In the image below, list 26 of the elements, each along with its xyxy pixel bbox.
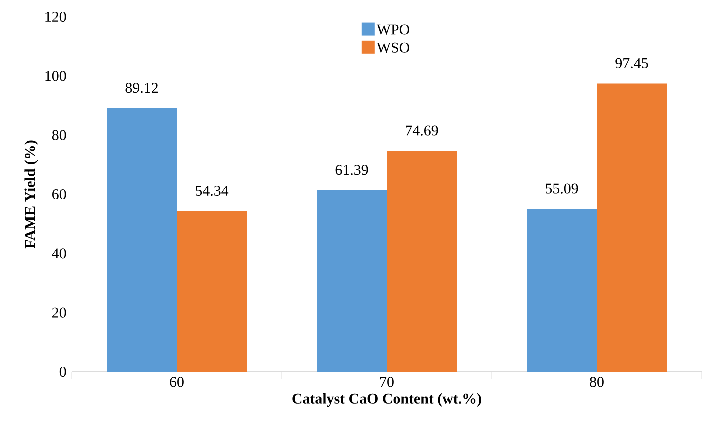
y-tick-label: 40 — [52, 248, 66, 259]
legend-label: WPO — [376, 24, 410, 35]
data-label: 55.09 — [546, 184, 578, 194]
bar — [177, 211, 247, 372]
bar — [317, 190, 388, 372]
y-tick-label: 0 — [60, 366, 66, 378]
x-tick-label: 70 — [380, 377, 394, 388]
bar — [527, 209, 598, 372]
y-tick-label: 120 — [46, 12, 66, 22]
data-label: 89.12 — [126, 83, 158, 94]
legend-label: WSO — [376, 42, 410, 53]
data-label: 61.39 — [336, 165, 368, 176]
y-tick-label: 60 — [52, 189, 66, 200]
data-label: 97.45 — [616, 58, 648, 69]
data-label: 54.34 — [196, 186, 229, 196]
y-tick-label: 100 — [46, 71, 66, 82]
bar — [107, 108, 177, 372]
y-tick-label: 80 — [52, 130, 66, 140]
x-axis-title: Catalyst CaO Content (wt.%) — [292, 393, 482, 408]
data-label: 74.69 — [406, 126, 438, 136]
y-axis-title: FAME Yield (%) — [24, 140, 38, 249]
x-tick-label: 80 — [590, 377, 604, 388]
x-tick-label: 60 — [170, 377, 184, 388]
bar — [387, 151, 458, 372]
bar — [597, 84, 668, 372]
y-tick-label: 20 — [52, 308, 66, 318]
